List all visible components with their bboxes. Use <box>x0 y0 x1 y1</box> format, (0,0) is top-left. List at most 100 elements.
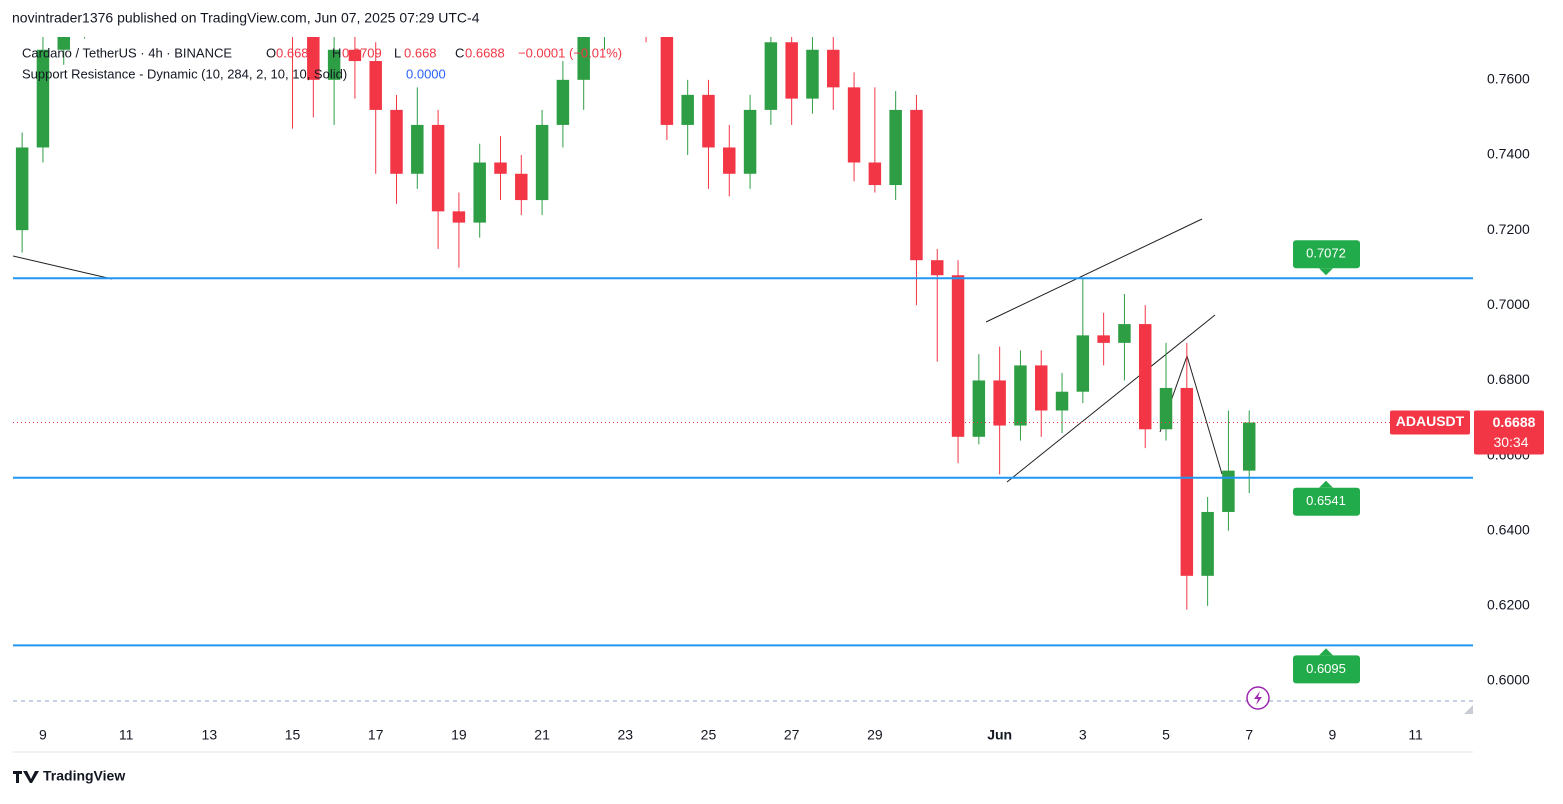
candle-body <box>951 275 965 437</box>
o-value: 0.6689 <box>276 45 316 60</box>
x-tick-label: 3 <box>1079 727 1087 743</box>
x-tick-label: 29 <box>867 727 883 743</box>
candle-body <box>868 162 882 186</box>
candle-body <box>1222 470 1235 512</box>
y-tick-label: 0.6800 <box>1487 371 1530 387</box>
candle-body <box>36 49 50 148</box>
indicator: Support Resistance - Dynamic (10, 284, 2… <box>22 66 347 81</box>
event-icon-bolt <box>1254 691 1262 705</box>
x-tick-label: 13 <box>202 727 218 743</box>
price-tag <box>1474 410 1544 455</box>
candle-body <box>847 87 861 163</box>
candle-body <box>827 49 840 88</box>
symbol-tag <box>1390 410 1470 435</box>
candle-body <box>411 124 424 174</box>
x-tick-label: 5 <box>1162 727 1170 743</box>
candle-body <box>473 162 486 223</box>
indicator-value: 0.0000 <box>406 66 446 81</box>
symbol-tag-text: ADAUSDT <box>1396 413 1465 429</box>
candle-body <box>764 42 778 110</box>
level-label-pointer <box>1319 480 1333 488</box>
price-tag-value: 0.6688 <box>1493 414 1536 430</box>
candle-body <box>515 173 528 201</box>
x-tick-label: 11 <box>1408 727 1423 743</box>
y-tick-label: 0.7600 <box>1487 71 1530 87</box>
footer-brand: TradingView <box>43 768 125 784</box>
candle-body <box>15 147 29 231</box>
y-tick-label: 0.6200 <box>1487 597 1530 613</box>
x-tick-label: 21 <box>534 727 550 743</box>
x-tick-label: 9 <box>39 727 47 743</box>
x-tick-label: 25 <box>701 727 717 743</box>
x-tick-label: 17 <box>368 727 384 743</box>
scroll-button[interactable] <box>1398 705 1473 714</box>
level-label: 0.7072 <box>1306 246 1346 261</box>
candle-body <box>1180 387 1194 576</box>
candle-body <box>307 37 320 80</box>
candle-body <box>993 380 1006 426</box>
price-tag-countdown: 30:34 <box>1493 434 1528 450</box>
change: −0.0001 (−0.01%) <box>518 45 622 60</box>
x-tick-label: 15 <box>285 727 301 743</box>
x-tick-label: 9 <box>1329 727 1337 743</box>
x-tick-label: Jun <box>987 727 1012 743</box>
candle-body <box>431 124 445 212</box>
candle-body <box>889 109 902 186</box>
candle-body <box>57 37 70 50</box>
level-label-box <box>1293 655 1360 684</box>
candle-body <box>702 94 715 148</box>
candle-body <box>369 61 382 110</box>
level-label-box <box>1293 240 1360 269</box>
candle-body <box>577 37 590 80</box>
candle-body <box>1076 335 1090 392</box>
candle-body <box>785 42 798 99</box>
candle-body <box>931 260 944 276</box>
l-label: L <box>394 45 401 60</box>
candle-body <box>1035 365 1048 411</box>
y-tick-label: 0.7000 <box>1487 296 1530 312</box>
candle-body <box>1097 335 1110 343</box>
x-tick-label: 27 <box>784 727 800 743</box>
candle-body <box>1118 324 1131 343</box>
y-tick-label: 0.7200 <box>1487 221 1530 237</box>
level-label-pointer <box>1319 268 1333 276</box>
h-label: H <box>332 45 341 60</box>
candle-body <box>556 79 570 125</box>
candle-body <box>660 37 674 125</box>
candle-body <box>1242 422 1256 471</box>
candle-body <box>494 162 507 174</box>
c-value: 0.6688 <box>465 45 505 60</box>
candle-body <box>1014 365 1027 426</box>
y-tick-label: 0.6400 <box>1487 521 1530 537</box>
trend-line <box>13 255 113 280</box>
candle-body <box>327 49 341 80</box>
candle-body <box>910 109 923 261</box>
h-value: 0.6709 <box>342 45 382 60</box>
x-tick-label: 23 <box>617 727 633 743</box>
x-tick-label: 11 <box>119 727 134 743</box>
publisher: novintrader1376 published on TradingView… <box>12 10 480 26</box>
level-label-box <box>1293 487 1360 516</box>
candle-body <box>972 380 986 437</box>
candle-body <box>348 49 362 62</box>
candle-body <box>681 94 694 125</box>
trend-line <box>1006 314 1216 483</box>
logo <box>13 771 39 783</box>
trend-line <box>985 218 1203 323</box>
candle-body <box>390 109 403 174</box>
candle-body <box>1138 324 1152 430</box>
candle-body <box>452 211 466 223</box>
level-label: 0.6095 <box>1306 661 1346 676</box>
y-tick-label: 0.6000 <box>1487 672 1530 688</box>
candle-body <box>806 49 819 99</box>
c-label: C <box>455 45 464 60</box>
candle-body <box>1159 387 1173 430</box>
level-label: 0.6541 <box>1306 493 1346 508</box>
o-label: O <box>266 45 276 60</box>
plot-area <box>13 37 1473 702</box>
candle-body <box>1055 391 1069 411</box>
x-tick-label: 7 <box>1245 727 1253 743</box>
candle-body <box>723 147 736 174</box>
